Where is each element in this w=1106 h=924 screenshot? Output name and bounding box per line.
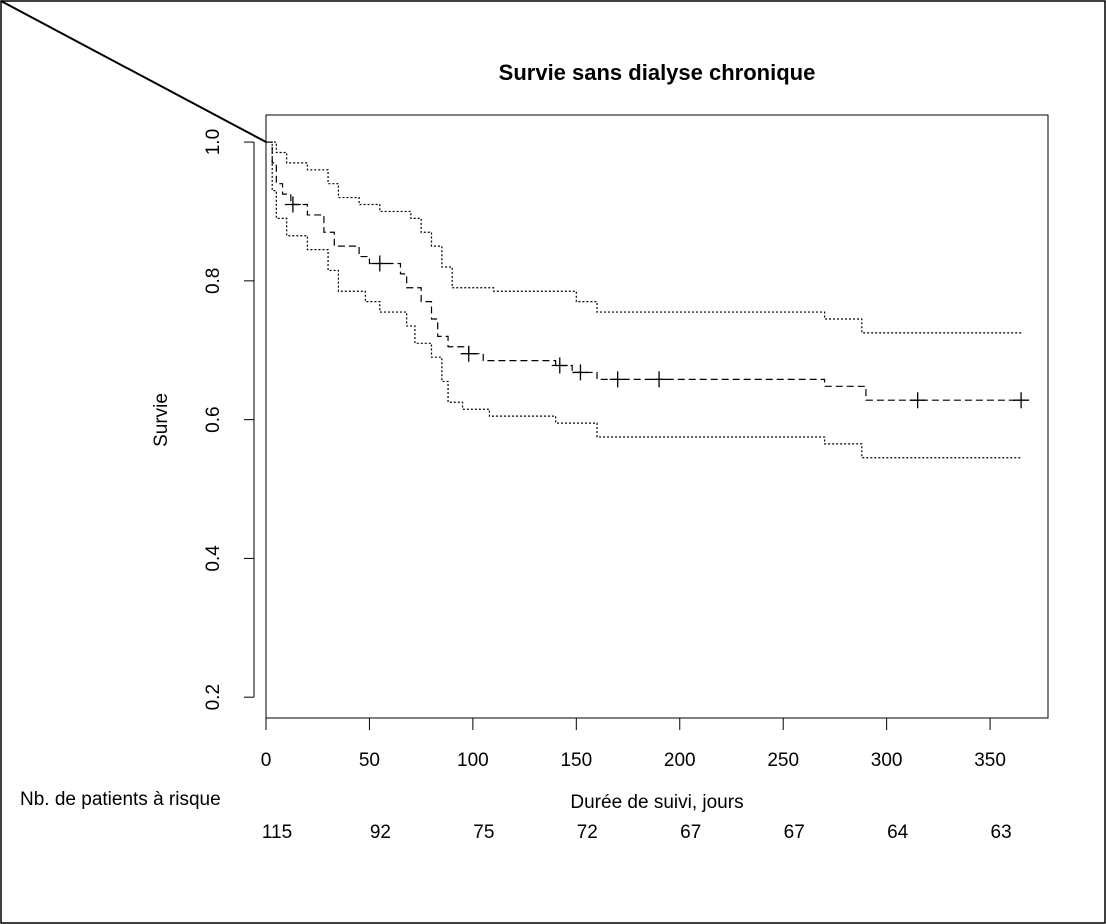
censor-mark	[651, 371, 668, 388]
x-tick-label: 0	[261, 750, 272, 771]
survival-curve	[266, 141, 1022, 401]
y-tick-label: 0.8	[203, 268, 224, 294]
x-tick-label: 100	[457, 750, 489, 771]
censor-mark	[572, 364, 589, 381]
x-tick-label: 300	[871, 750, 903, 771]
x-tick-label: 50	[359, 750, 380, 771]
censor-mark	[371, 255, 388, 272]
x-tick-label: 250	[767, 750, 799, 771]
censor-mark	[909, 392, 926, 409]
risk-count: 115	[262, 822, 292, 843]
censor-mark	[609, 371, 626, 388]
censor-mark	[1013, 392, 1030, 409]
risk-count: 75	[473, 822, 494, 843]
risk-count: 72	[577, 822, 598, 843]
y-axis-label: Survie	[151, 393, 172, 447]
plot-box	[265, 114, 1049, 719]
y-tick-label: 1.0	[203, 129, 224, 155]
x-tick-label: 150	[560, 750, 592, 771]
risk-count: 67	[680, 822, 701, 843]
x-tick-label: 200	[664, 750, 696, 771]
confidence-band	[266, 141, 1022, 459]
risk-count: 92	[370, 822, 391, 843]
censor-mark	[551, 357, 568, 374]
chart-title: Survie sans dialyse chronique	[499, 60, 816, 85]
y-tick-label: 0.4	[203, 545, 224, 572]
y-tick-label: 0.6	[203, 406, 224, 432]
artifact-line	[0, 0, 267, 143]
risk-title: Nb. de patients à risque	[20, 789, 221, 810]
y-tick-label: 0.2	[203, 684, 224, 710]
x-tick-label: 350	[974, 750, 1006, 771]
confidence-band	[266, 141, 1022, 334]
risk-count: 63	[991, 822, 1012, 843]
censor-mark	[460, 345, 477, 362]
risk-count: 67	[784, 822, 805, 843]
censor-mark	[284, 196, 301, 213]
risk-count: 64	[887, 822, 909, 843]
x-axis-label: Durée de suivi, jours	[570, 792, 743, 813]
